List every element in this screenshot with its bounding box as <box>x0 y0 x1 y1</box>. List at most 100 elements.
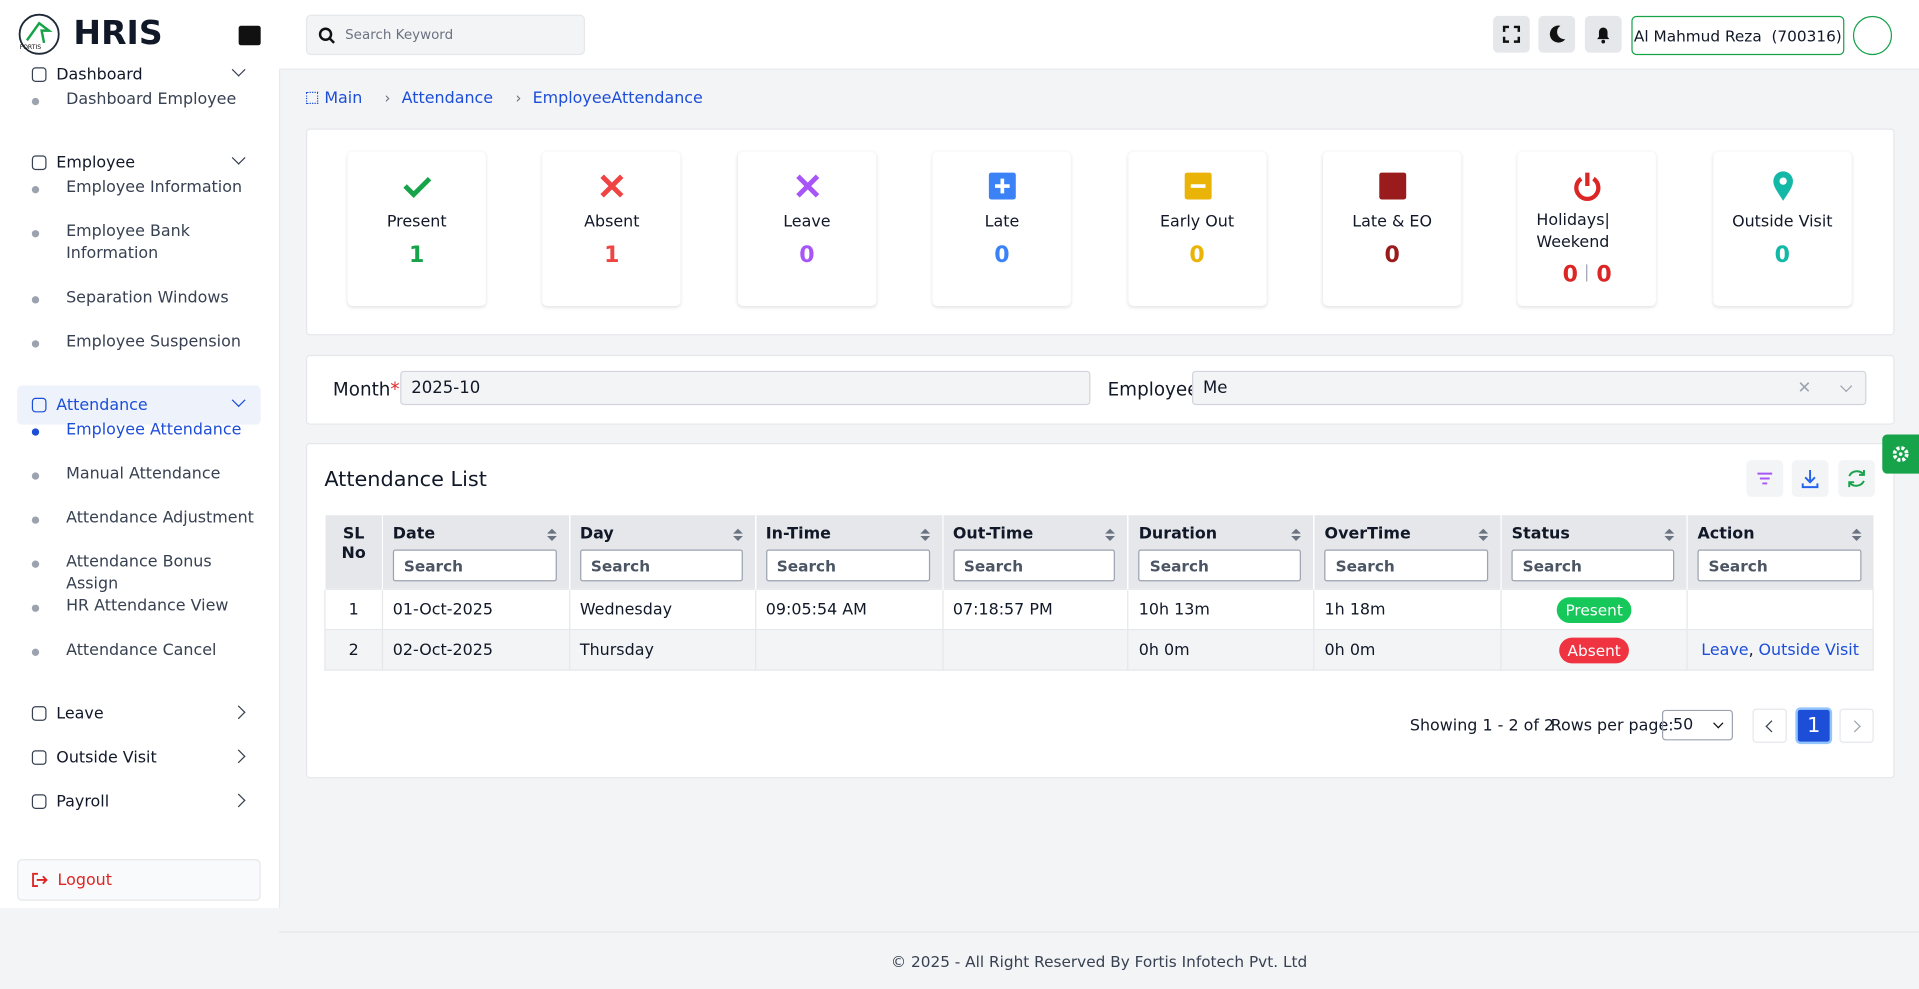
collapse-button[interactable] <box>238 25 261 46</box>
month-label: Month* <box>333 378 400 400</box>
column-search[interactable]: Search <box>1324 549 1489 582</box>
menu-item[interactable]: Attendance <box>17 385 261 425</box>
stat-icon <box>1181 169 1215 203</box>
next-page[interactable] <box>1839 708 1874 743</box>
sort-up <box>1478 528 1489 534</box>
column-header[interactable]: Date Search <box>381 515 570 590</box>
column-header[interactable]: SL No <box>324 515 383 590</box>
column-header[interactable]: OverTime Search <box>1313 515 1502 590</box>
menu-item[interactable]: Payroll <box>17 782 261 821</box>
month-input[interactable]: 2025-10 <box>400 370 1091 406</box>
theme-button[interactable] <box>1538 15 1576 53</box>
column-search[interactable]: Search <box>1511 549 1675 582</box>
submenu-item[interactable]: Employee Suspension <box>66 332 241 352</box>
avatar[interactable] <box>1852 15 1893 56</box>
fullscreen-button[interactable] <box>1493 15 1530 53</box>
stat-value: 0 <box>1189 242 1205 269</box>
prev-page[interactable] <box>1752 708 1787 743</box>
submenu-item[interactable]: Employee Bank Information <box>66 222 190 264</box>
filter-button[interactable] <box>1746 460 1784 497</box>
column-header[interactable]: Status Search <box>1500 515 1688 590</box>
menu-label: Leave <box>56 704 104 723</box>
submenu-item[interactable]: Manual Attendance <box>66 465 221 484</box>
refresh-icon <box>1848 469 1865 488</box>
column-title: Status <box>1511 525 1570 544</box>
stat-values: 0 <box>933 242 1071 268</box>
column-header[interactable]: Day Search <box>568 515 756 590</box>
breadcrumb-item[interactable]: Attendance <box>401 89 494 108</box>
column-search[interactable]: Search <box>952 549 1116 582</box>
column-title: Day <box>579 525 614 544</box>
stat-label: Absent <box>584 212 640 232</box>
column-search[interactable]: Search <box>1138 549 1302 582</box>
column-header[interactable]: In-Time Search <box>754 515 943 590</box>
employee-select[interactable]: Me ✕ <box>1192 370 1867 406</box>
table-row: 2 02-Oct-2025 Thursday 0h 0m 0h 0m Absent Leav… <box>324 629 1874 671</box>
settings-icon <box>1892 446 1909 463</box>
submenu-item[interactable]: Employee Information <box>66 178 243 198</box>
stat-label: Early Out <box>1159 212 1235 232</box>
submenu-item[interactable]: Employee Attendance <box>66 421 242 440</box>
submenu-item[interactable]: HR Attendance View <box>66 597 229 616</box>
clear-icon[interactable]: ✕ <box>1797 378 1812 398</box>
stat-icon <box>1571 169 1605 203</box>
submenu-item[interactable]: Attendance Cancel <box>66 641 217 660</box>
stat-card[interactable]: Leave 0 <box>737 151 877 306</box>
sidebar: FORTIS HRIS Dashboard Dashboard Employee E… <box>0 0 281 909</box>
settings-tab[interactable] <box>1882 434 1919 474</box>
stat-card[interactable]: Late & EO 0 <box>1322 151 1462 306</box>
dropdown-icon[interactable] <box>1840 380 1853 393</box>
logout-button[interactable]: Logout <box>17 859 261 901</box>
submenu-item[interactable]: Separation Windows <box>66 288 229 308</box>
column-header[interactable]: Action Search <box>1686 515 1874 590</box>
column-header[interactable]: Duration Search <box>1127 515 1315 590</box>
select-arrow <box>1713 718 1724 729</box>
column-search[interactable]: Search <box>765 549 930 582</box>
stat-value: 1 <box>409 242 425 269</box>
menu-icon <box>31 155 47 171</box>
column-search[interactable]: Search <box>392 549 557 582</box>
menu-icon <box>31 706 47 721</box>
refresh-button[interactable] <box>1838 460 1875 497</box>
menu-icon <box>31 750 47 765</box>
stat-card[interactable]: Holidays| Weekend 0 0 <box>1518 151 1657 306</box>
download-button[interactable] <box>1791 460 1829 497</box>
menu-item[interactable]: Employee <box>17 143 261 182</box>
menu-item[interactable]: Leave <box>17 694 261 733</box>
stat-card[interactable]: Present 1 <box>347 151 486 306</box>
user-button[interactable]: Al Mahmud Reza (700316) <box>1631 15 1845 56</box>
chevron <box>231 749 246 764</box>
menu-label: Outside Visit <box>56 748 157 767</box>
month-label-text: Month <box>332 378 391 401</box>
stat-card[interactable]: Late 0 <box>932 151 1072 306</box>
column-search[interactable]: Search <box>1697 549 1861 582</box>
employee-value: Me <box>1203 378 1228 398</box>
cell: 0h 0m <box>1313 629 1502 671</box>
chevron <box>231 393 246 408</box>
breadcrumb-item[interactable]: EmployeeAttendance <box>532 89 703 108</box>
stat-card[interactable]: Early Out 0 <box>1127 151 1267 306</box>
sort-up <box>1851 528 1861 534</box>
stat-card[interactable]: Outside Visit 0 <box>1713 151 1852 306</box>
rows-per-page-select[interactable]: 50 <box>1661 709 1733 741</box>
stat-card[interactable]: Absent 1 <box>542 151 681 306</box>
action-link[interactable]: Leave <box>1701 640 1749 660</box>
stat-icon <box>595 169 629 203</box>
search-box[interactable]: Search Keyword <box>305 14 586 56</box>
action-link[interactable]: Outside Visit <box>1758 640 1859 660</box>
sort-down <box>1478 536 1489 541</box>
column-title: Out-Time <box>952 525 1034 544</box>
submenu-item[interactable]: Attendance Bonus Assign <box>66 553 212 594</box>
page-button[interactable]: 1 <box>1795 707 1833 745</box>
column-header[interactable]: Out-Time Search <box>941 515 1129 590</box>
column-search[interactable]: Search <box>579 549 743 582</box>
submenu-item[interactable]: Dashboard Employee <box>66 90 237 109</box>
cell: 1 <box>324 588 384 631</box>
menu-item[interactable]: Dashboard <box>17 55 261 94</box>
chevron <box>231 793 246 808</box>
menu-item[interactable]: Outside Visit <box>17 738 261 777</box>
submenu-item[interactable]: Attendance Adjustment <box>66 509 254 528</box>
table-row: 1 01-Oct-2025 Wednesday 09:05:54 AM 07:18:57… <box>324 588 1874 631</box>
notification-button[interactable] <box>1584 15 1622 53</box>
breadcrumb-item[interactable]: Main <box>324 89 363 108</box>
